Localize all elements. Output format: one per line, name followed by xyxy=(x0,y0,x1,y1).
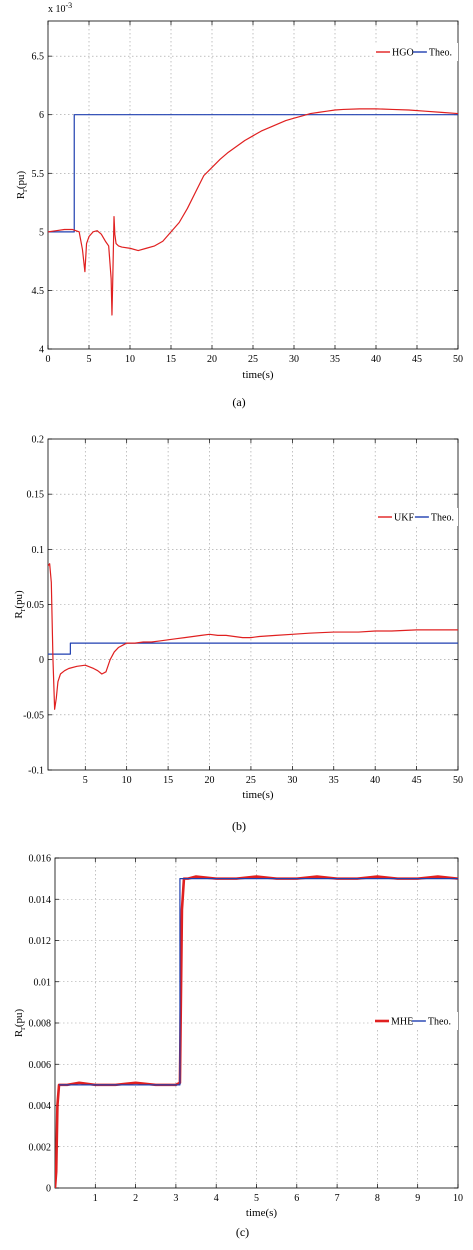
y-tick-label: 5.5 xyxy=(32,169,45,180)
x-tick-label: 20 xyxy=(205,775,215,786)
y-tick-label: 0.004 xyxy=(29,1101,52,1112)
y-tick-label: 0.014 xyxy=(29,895,52,906)
x-tick-label: 30 xyxy=(287,775,297,786)
grid xyxy=(48,439,458,770)
legend: UKF Theo. xyxy=(376,508,458,526)
x-tick-label: 50 xyxy=(453,775,463,786)
legend: HGO Theo. xyxy=(374,43,458,61)
y-tick-label: 0.016 xyxy=(29,854,52,865)
x-tick-label: 40 xyxy=(370,775,380,786)
series-line-theo xyxy=(48,642,458,655)
y-axis-label-sub: r xyxy=(18,608,27,611)
x-tick-label: 7 xyxy=(335,1193,340,1204)
x-tick-label: 45 xyxy=(412,354,422,365)
legend-label: MHE xyxy=(391,1017,413,1028)
panel-caption: (a) xyxy=(232,395,245,409)
x-tick-label: 1 xyxy=(93,1193,98,1204)
y-axis-label: Rr(pu) xyxy=(13,590,27,619)
y-tick-label: 0.006 xyxy=(29,1060,52,1071)
y-tick-label: 4 xyxy=(39,345,44,356)
panel-caption: (c) xyxy=(236,1225,249,1239)
x-tick-label: 9 xyxy=(415,1193,420,1204)
y-tick-label: 0.002 xyxy=(29,1142,52,1153)
x-axis-label: time(s) xyxy=(242,369,273,381)
y-axis-label-sub: r xyxy=(20,189,29,192)
x-tick-label: 40 xyxy=(371,354,381,365)
x-tick-label: 3 xyxy=(173,1193,178,1204)
x-tick-label: 25 xyxy=(248,354,258,365)
y-axis-label-rest: (pu) xyxy=(13,1008,25,1027)
series-line-theo xyxy=(48,114,458,233)
y-tick-label: 0 xyxy=(39,655,44,666)
y-axis-label-sub: r xyxy=(18,1027,27,1030)
legend-label: Theo. xyxy=(428,1017,451,1028)
y-tick-label: 0 xyxy=(46,1184,51,1195)
chart-c: 1 2 3 4 5 6 7 8 9 10 0 0.002 0.004 0.006 0.008 0.01 0.01… xyxy=(13,854,463,1240)
series-line-hgo xyxy=(48,108,458,316)
y-scale-note: x 10-3 xyxy=(48,1,72,15)
x-tick-label: 5 xyxy=(87,354,92,365)
y-tick-label: 6 xyxy=(39,110,44,121)
y-tick-label: 0.008 xyxy=(29,1019,52,1030)
y-axis-label-main: R xyxy=(15,191,27,199)
y-tick-label: -0.05 xyxy=(23,710,44,721)
legend-label: HGO xyxy=(392,48,414,59)
y-tick-label: 0.1 xyxy=(32,545,45,556)
panel-caption: (b) xyxy=(232,819,246,833)
y-axis-label: Rr(pu) xyxy=(13,1008,27,1037)
x-tick-label: 8 xyxy=(375,1193,380,1204)
y-tick-label: 4.5 xyxy=(32,286,45,297)
y-scale-exponent: -3 xyxy=(66,1,73,10)
y-tick-label: 0.05 xyxy=(27,600,45,611)
y-tick-label: 0.15 xyxy=(27,490,45,501)
x-axis-label: time(s) xyxy=(242,789,273,801)
x-tick-label: 10 xyxy=(122,775,132,786)
y-axis-label-rest: (pu) xyxy=(13,590,25,609)
chart-a: 0 5 10 15 20 25 30 35 40 45 50 4 4.5 5 5.5 6 6.5 x 10-3 ti… xyxy=(15,1,463,409)
grid xyxy=(48,21,458,349)
x-tick-label: 10 xyxy=(125,354,135,365)
y-tick-label: 5 xyxy=(39,227,44,238)
x-tick-label: 0 xyxy=(46,354,51,365)
x-tick-label: 2 xyxy=(133,1193,138,1204)
x-axis-label: time(s) xyxy=(246,1207,277,1219)
x-tick-label: 35 xyxy=(330,354,340,365)
y-axis-label: Rr(pu) xyxy=(15,170,29,199)
x-tick-label: 15 xyxy=(163,775,173,786)
x-tick-label: 35 xyxy=(329,775,339,786)
y-tick-label: -0.1 xyxy=(28,766,44,777)
grid xyxy=(55,858,458,1188)
chart-b: 5 10 15 20 25 30 35 40 45 50 -0.1 -0.05 0 0.05 0.1 0.15… xyxy=(13,435,463,834)
x-tick-label: 4 xyxy=(214,1193,219,1204)
x-tick-label: 25 xyxy=(246,775,256,786)
y-tick-label: 0.2 xyxy=(32,435,45,446)
series-line-ukf xyxy=(48,563,458,710)
x-tick-label: 50 xyxy=(453,354,463,365)
x-tick-label: 10 xyxy=(453,1193,463,1204)
x-tick-label: 45 xyxy=(412,775,422,786)
x-tick-label: 15 xyxy=(166,354,176,365)
x-tick-label: 5 xyxy=(83,775,88,786)
x-tick-label: 6 xyxy=(294,1193,299,1204)
x-tick-label: 30 xyxy=(289,354,299,365)
y-tick-label: 0.01 xyxy=(34,977,52,988)
y-tick-label: 0.012 xyxy=(29,936,52,947)
legend: MHE Theo. xyxy=(373,1012,458,1030)
y-axis-label-main: R xyxy=(13,611,25,619)
y-tick-label: 6.5 xyxy=(32,52,45,63)
y-axis-label-main: R xyxy=(13,1029,25,1037)
series-line-theo xyxy=(59,878,458,1086)
legend-label: Theo. xyxy=(429,48,452,59)
x-tick-label: 20 xyxy=(207,354,217,365)
legend-label: Theo. xyxy=(431,513,454,524)
y-axis-label-rest: (pu) xyxy=(15,170,27,189)
legend-label: UKF xyxy=(394,513,414,524)
x-tick-label: 5 xyxy=(254,1193,259,1204)
